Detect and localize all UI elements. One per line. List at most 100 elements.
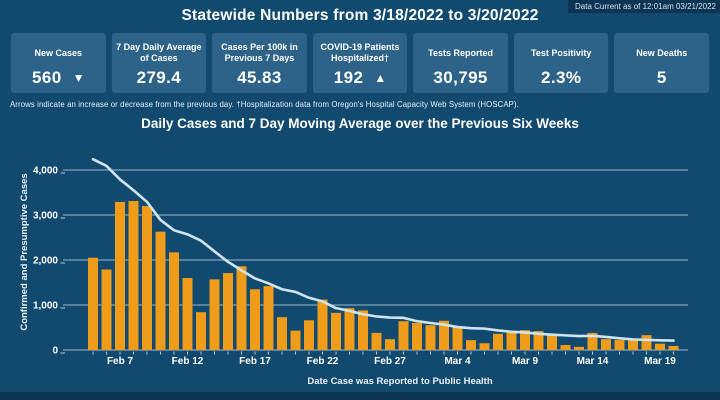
bar-feb-19[interactable] <box>277 317 287 350</box>
stat-card-value-row: 45.83 <box>237 68 282 88</box>
bar-feb-10[interactable] <box>155 231 166 350</box>
x-tick-label: Feb 17 <box>239 356 271 367</box>
bar-feb-15[interactable] <box>223 273 233 350</box>
x-tick-label: Feb 22 <box>307 356 339 367</box>
stat-card-seven-day-average[interactable]: 7 Day Daily Average of Cases 279.4 <box>111 33 207 93</box>
x-tick-label: Mar 4 <box>444 356 471 367</box>
x-tick-label: Mar 9 <box>512 356 539 367</box>
bar-feb-28[interactable] <box>398 321 409 350</box>
bar-feb-7[interactable] <box>115 201 125 350</box>
bar-feb-13[interactable] <box>196 312 206 350</box>
stat-card-label: COVID-19 Patients Hospitalized† <box>320 42 400 63</box>
x-tick-label: Mar 19 <box>644 356 676 367</box>
stat-card-value: 45.83 <box>237 68 282 87</box>
stat-card-value: 192 <box>333 68 364 87</box>
bar-feb-23[interactable] <box>331 312 341 350</box>
stat-card-cases-per-100k[interactable]: Cases Per 100k in Previous 7 Days 45.83 <box>212 33 307 93</box>
bar-mar-11[interactable] <box>547 333 557 350</box>
bar-feb-14[interactable] <box>209 279 220 350</box>
bar-feb-5[interactable] <box>88 257 98 350</box>
bar-mar-2[interactable] <box>425 325 436 350</box>
bar-mar-1[interactable] <box>412 323 422 350</box>
stat-card-value-row: 192 ▲ <box>334 68 386 88</box>
stat-card-new-deaths[interactable]: New Deaths 5 <box>614 33 710 93</box>
chart-title: Daily Cases and 7 Day Moving Average ove… <box>141 116 579 131</box>
y-tick-label: 0 <box>52 346 58 357</box>
y-tick-label: 2,000 <box>33 256 58 267</box>
bar-feb-22[interactable] <box>317 299 328 350</box>
data-current-banner: Data Current as of 12:01am 03/21/2022 <box>568 0 720 13</box>
data-current-label: Data Current as of 12:01am 03/21/2022 <box>575 2 716 11</box>
bar-mar-20[interactable] <box>668 345 679 350</box>
stat-card-value: 5 <box>656 68 667 87</box>
x-tick-label: Mar 14 <box>577 356 609 367</box>
bar-feb-26[interactable] <box>371 332 382 350</box>
stat-cards: New Cases 560 ▼ 7 Day Daily Average of Case… <box>11 33 710 93</box>
stat-card-label: Tests Reported <box>428 47 494 58</box>
x-tick-label: Feb 27 <box>374 356 406 367</box>
stat-card-value-row: 560 ▼ <box>32 68 84 88</box>
y-tick-label: 1,000 <box>33 301 58 312</box>
stat-card-label: 7 Day Daily Average of Cases <box>116 42 202 63</box>
y-tick-label: 3,000 <box>33 211 58 222</box>
stat-card-label: New Deaths <box>636 47 688 58</box>
x-tick-label: Feb 12 <box>172 356 204 367</box>
stat-card-label: New Cases <box>34 47 83 58</box>
bar-mar-14[interactable] <box>587 332 598 350</box>
bar-mar-18[interactable] <box>641 335 652 350</box>
bar-mar-10[interactable] <box>533 331 544 350</box>
stat-card-value: 279.4 <box>136 68 182 87</box>
bar-feb-25[interactable] <box>358 310 368 350</box>
bar-feb-24[interactable] <box>344 308 355 350</box>
stat-card-value-row: 279.4 <box>137 68 182 88</box>
y-axis-title: Confirmed and Presumptive Cases <box>19 173 30 330</box>
increase-arrow-icon: ▲ <box>374 71 387 85</box>
bar-feb-20[interactable] <box>290 330 301 350</box>
bar-feb-12[interactable] <box>182 278 193 350</box>
footnote-text: Arrows indicate an increase or decrease … <box>10 100 519 109</box>
bar-feb-17[interactable] <box>250 289 260 350</box>
stat-card-label: Cases Per 100k in Previous 7 Days <box>221 42 298 63</box>
x-axis-title: Date Case was Reported to Public Health <box>307 376 492 387</box>
bar-mar-16[interactable] <box>614 340 625 350</box>
stat-card-value-row: 5 <box>657 68 667 88</box>
daily-cases-chart[interactable]: 0 1,000 2,000 3,000 4,000 Feb 7 Feb 12 Feb 17 Fe… <box>0 140 720 392</box>
bar-mar-19[interactable] <box>655 343 665 350</box>
bar-mar-5[interactable] <box>466 340 476 350</box>
bar-feb-27[interactable] <box>385 339 395 350</box>
bar-feb-16[interactable] <box>236 266 247 350</box>
stat-card-value-row: 2.3% <box>541 68 581 88</box>
decrease-arrow-icon: ▼ <box>72 71 85 85</box>
moving-average-line[interactable] <box>91 157 675 342</box>
bar-feb-6[interactable] <box>101 269 112 350</box>
stat-card-patients-hospitalized[interactable]: COVID-19 Patients Hospitalized† 192 ▲ <box>312 33 408 93</box>
bar-mar-4[interactable] <box>452 327 463 351</box>
bottom-strip <box>0 392 720 400</box>
bar-mar-15[interactable] <box>601 339 611 350</box>
bar-mar-13[interactable] <box>574 346 584 350</box>
stat-card-tests-reported[interactable]: Tests Reported 30,795 <box>413 33 508 93</box>
stat-card-value: 30,795 <box>433 68 488 87</box>
bar-mar-7[interactable] <box>493 333 503 350</box>
bar-feb-18[interactable] <box>263 286 274 350</box>
y-tick-label: 4,000 <box>33 166 58 177</box>
bar-mar-12[interactable] <box>560 345 571 350</box>
bar-mar-6[interactable] <box>479 343 490 350</box>
bar-feb-9[interactable] <box>142 206 152 350</box>
bar-mar-8[interactable] <box>506 331 517 350</box>
stat-card-value: 2.3% <box>541 68 582 87</box>
stat-card-value: 560 <box>32 68 62 87</box>
bar-feb-21[interactable] <box>304 320 314 350</box>
bar-mar-3[interactable] <box>439 320 449 350</box>
stat-card-test-positivity[interactable]: Test Positivity 2.3% <box>513 33 609 93</box>
stat-card-new-cases[interactable]: New Cases 560 ▼ <box>11 33 106 93</box>
stat-card-value-row: 30,795 <box>433 68 487 88</box>
bar-mar-9[interactable] <box>520 330 530 350</box>
bar-feb-8[interactable] <box>128 201 139 350</box>
bar-mar-17[interactable] <box>628 340 638 350</box>
bar-feb-11[interactable] <box>169 252 179 350</box>
stat-card-label: Test Positivity <box>531 47 592 58</box>
x-tick-label: Feb 7 <box>107 356 134 367</box>
page-title: Statewide Numbers from 3/18/2022 to 3/20… <box>181 7 539 24</box>
